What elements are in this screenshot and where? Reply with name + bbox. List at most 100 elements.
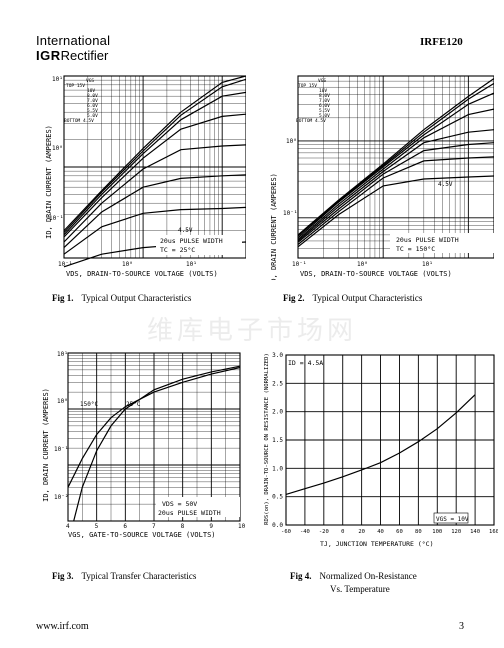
fig3-xtick-1: 5: [95, 523, 99, 530]
fig1-legend-2: 10V: [87, 88, 95, 94]
fig1-note1: 20us PULSE WIDTH: [160, 237, 223, 245]
fig3-xtick-6: 10: [238, 523, 246, 530]
fig4-note-vgs-box: [433, 512, 469, 524]
fig3-ylabel: ID, DRAIN CURRENT (AMPERES): [42, 388, 50, 502]
fig4-xtick-1: -40: [300, 529, 310, 535]
fig4-caption: Fig 4. Normalized On-Resistance: [290, 571, 417, 581]
fig1-xtick-0: 10⁻¹: [58, 261, 72, 268]
fig4-ytick-1: 2.5: [272, 380, 283, 387]
fig4-ytick-6: 0.0: [272, 522, 283, 529]
fig3-xtick-5: 9: [209, 523, 213, 530]
fig1-legend-1: TOP 15V: [66, 83, 85, 89]
figure-1-chart: ID, DRAIN CURRENT (AMPERES) 10¹ 10⁰ 10⁻¹…: [45, 75, 246, 278]
fig2-legend-8: BOTTOM 4.5V: [296, 118, 326, 124]
fig2-xtick-2: 10¹: [422, 261, 433, 268]
fig1-ylabel: ID, DRAIN CURRENT (AMPERES): [45, 125, 53, 239]
fig2-legend-7: 5.0V: [319, 113, 330, 119]
figure-3-chart: ID, DRAIN CURRENT (AMPERES) 10¹ 10⁰ 10⁻¹…: [42, 351, 246, 539]
series-line-60V: [297, 129, 494, 242]
fig2-legend-5: 6.0V: [319, 103, 330, 109]
fig2-legend-3: 8.0V: [319, 93, 330, 99]
fig3-caption: Fig 3. Typical Transfer Characteristics: [52, 571, 196, 581]
fig4-ylabel: RDS(on), DRAIN-TO-SOURCE ON RESISTANCE (…: [264, 353, 270, 525]
fig3-number: Fig 3.: [52, 571, 74, 581]
fig4-caption-text: Normalized On-Resistance: [319, 571, 417, 581]
fig1-note2: TC = 25°C: [160, 246, 195, 254]
watermark: 维库电子市场网: [146, 316, 357, 346]
fig2-legend-0: VGS: [318, 78, 326, 84]
fig2-legend-4: 7.0V: [319, 98, 330, 104]
fig4-xtick-0: -60: [281, 529, 291, 535]
company-logo-line2: IGRRectifier: [36, 48, 108, 63]
fig3-xtick-0: 4: [66, 523, 70, 530]
series-line-25C: [73, 365, 241, 522]
company-logo-rest: Rectifier: [60, 48, 109, 63]
fig1-ytick-0: 10¹: [52, 76, 63, 83]
fig2-caption-text: Typical Output Characteristics: [312, 293, 423, 303]
fig4-number: Fig 4.: [290, 571, 312, 581]
page-number: 3: [459, 621, 464, 632]
series-line-80V: [297, 92, 494, 239]
fig2-ytick-0: 10⁰: [286, 138, 297, 145]
fig2-note2: TC = 150°C: [396, 245, 435, 253]
plot-frame: [285, 354, 495, 526]
fig3-ytick-2: 10⁻¹: [54, 446, 68, 453]
fig1-legend-5: 6.0V: [87, 103, 98, 109]
fig2-xtick-0: 10⁻¹: [292, 261, 306, 268]
series-line-55V: [297, 142, 494, 243]
fig2-number: Fig 2.: [283, 293, 305, 303]
series-line-45V: [297, 175, 494, 248]
fig3-label-150: 150°C: [80, 401, 98, 408]
fig2-xlabel: VDS, DRAIN-TO-SOURCE VOLTAGE (VOLTS): [300, 270, 452, 278]
fig4-caption-line2: Vs. Temperature: [330, 584, 390, 594]
company-logo-mark: IGR: [36, 48, 61, 63]
plot-frame: [67, 352, 241, 522]
fig1-number: Fig 1.: [52, 293, 74, 303]
fig3-caption-text: Typical Transfer Characteristics: [81, 571, 197, 581]
fig4-xtick-7: 80: [415, 529, 422, 535]
figure-2-chart: ID, DRAIN CURRENT (AMPERES) 10⁰ 10⁻¹ 10⁻…: [270, 75, 494, 280]
fig1-note-box: [156, 235, 242, 255]
fig2-legend-6: 5.5V: [319, 108, 330, 114]
fig3-xlabel: VGS, GATE-TO-SOURCE VOLTAGE (VOLTS): [68, 531, 216, 539]
fig2-ytick-1: 10⁻¹: [283, 210, 297, 217]
fig1-xtick-2: 10¹: [186, 261, 197, 268]
series-line-rds: [285, 394, 476, 495]
fig2-xtick-1: 10⁰: [357, 261, 368, 268]
part-number: IRFE120: [420, 36, 463, 48]
fig1-legend: VGS TOP 15V 10V 8.0V 7.0V 6.0V 5.5V 5.0V…: [64, 78, 98, 124]
fig1-ytick-2: 10⁻¹: [49, 215, 63, 222]
fig1-legend-0: VGS: [86, 78, 94, 84]
fig3-note1: VDS = 50V: [162, 500, 197, 508]
fig1-legend-6: 5.5V: [87, 108, 98, 114]
fig3-ytick-0: 10¹: [57, 351, 68, 358]
fig4-xtick-5: 40: [377, 529, 384, 535]
series-line-55V: [63, 174, 246, 249]
fig2-legend: VGS TOP 15V 10V 8.0V 7.0V 6.0V 5.5V 5.0V…: [296, 78, 330, 124]
plot-frame: [297, 75, 494, 259]
fig4-xtick-10: 140: [470, 529, 480, 535]
fig2-curve-label: 4.5V: [438, 181, 453, 188]
fig2-legend-2: 10V: [319, 88, 327, 94]
fig1-caption: Fig 1. Typical Output Characteristics: [52, 293, 191, 303]
fig1-xtick-1: 10⁰: [122, 261, 133, 268]
fig4-ytick-4: 1.0: [272, 465, 283, 472]
series-line-10V: [297, 82, 494, 237]
fig2-caption: Fig 2. Typical Output Characteristics: [283, 293, 422, 303]
fig4-note-id: ID = 4.5A: [288, 359, 323, 367]
fig4-ytick-0: 3.0: [272, 352, 283, 359]
fig3-ytick-1: 10⁰: [57, 398, 68, 405]
fig3-xtick-2: 6: [123, 523, 127, 530]
series-line-70V: [297, 108, 494, 241]
series-line-10V: [63, 78, 246, 234]
fig1-caption-text: Typical Output Characteristics: [81, 293, 192, 303]
fig3-ytick-3: 10⁻²: [54, 494, 68, 501]
fig2-ylabel: ID, DRAIN CURRENT (AMPERES): [270, 173, 278, 280]
fig4-xtick-6: 60: [396, 529, 403, 535]
fig3-note2: 20us PULSE WIDTH: [158, 509, 221, 517]
fig1-legend-3: 8.0V: [87, 93, 98, 99]
fig1-legend-4: 7.0V: [87, 98, 98, 104]
figure-4-chart: RDS(on), DRAIN-TO-SOURCE ON RESISTANCE (…: [264, 352, 498, 548]
fig4-ytick-3: 1.5: [272, 437, 283, 444]
fig4-ytick-2: 2.0: [272, 409, 283, 416]
